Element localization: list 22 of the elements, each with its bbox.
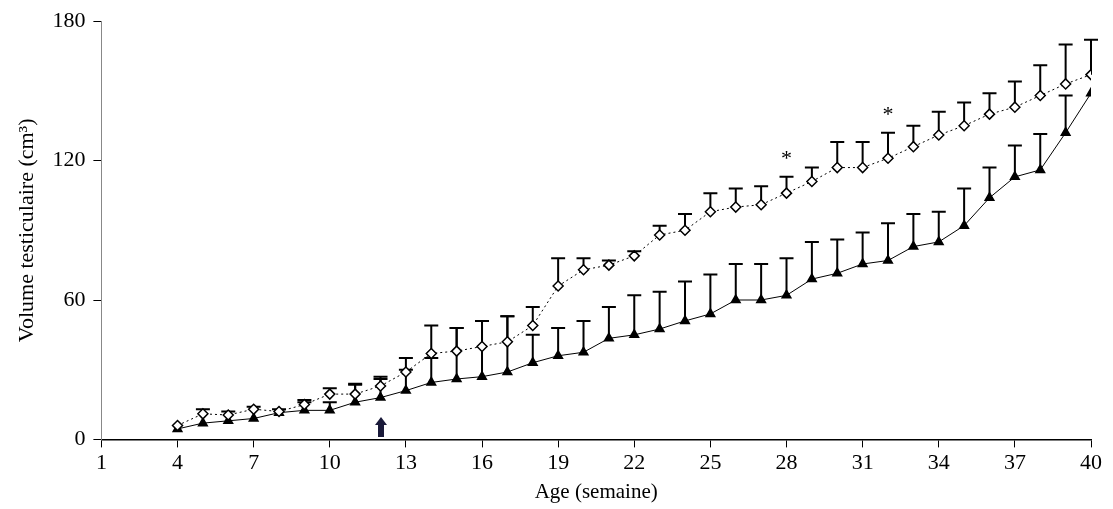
annotation: *	[882, 100, 894, 126]
x-tick-label: 28	[775, 449, 798, 475]
y-axis-title: Volume testiculaire (cm³)	[12, 118, 38, 343]
y-tick-label: 0	[74, 425, 86, 451]
x-tick-label: 37	[1003, 449, 1026, 475]
x-tick-label: 40	[1080, 449, 1102, 475]
x-tick-label: 1	[95, 449, 107, 475]
annotation: *	[781, 144, 793, 170]
y-tick-label: 120	[52, 146, 86, 172]
x-tick-label: 16	[471, 449, 494, 475]
x-tick-label: 13	[394, 449, 417, 475]
x-tick-label: 19	[547, 449, 570, 475]
x-tick-label: 22	[623, 449, 646, 475]
x-tick-label: 4	[172, 449, 184, 475]
x-tick-label: 25	[699, 449, 722, 475]
x-tick-label: 31	[851, 449, 874, 475]
y-tick-label: 60	[63, 285, 86, 311]
x-tick-label: 7	[248, 449, 260, 475]
x-tick-label: 34	[927, 449, 950, 475]
y-tick-label: 180	[52, 6, 86, 32]
x-axis-title: Age (semaine)	[534, 478, 658, 503]
x-tick-label: 10	[318, 449, 341, 475]
